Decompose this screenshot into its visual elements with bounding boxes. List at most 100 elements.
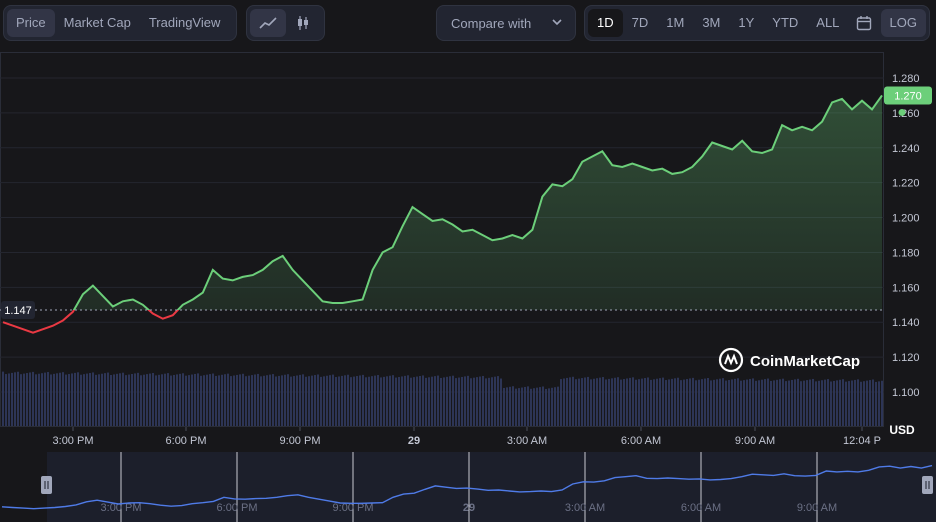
volume-bar: [464, 376, 466, 426]
volume-bar: [413, 377, 415, 426]
range-ytd[interactable]: YTD: [772, 15, 799, 30]
range-1d[interactable]: 1D: [588, 9, 623, 37]
y-tick-label: 1.100: [892, 387, 920, 399]
volume-bar: [35, 374, 37, 426]
volume-bar: [272, 374, 274, 426]
volume-bar: [830, 381, 832, 426]
y-tick-label: 1.140: [892, 317, 920, 329]
compare-with-dropdown[interactable]: Compare with: [436, 5, 576, 41]
volume-bar: [692, 377, 694, 426]
volume-bar: [701, 379, 703, 426]
log-scale-toggle[interactable]: LOG: [880, 9, 926, 37]
volume-bar: [5, 374, 7, 426]
volume-bar: [284, 374, 286, 426]
volume-bar: [146, 374, 148, 426]
drag-handle-icon[interactable]: [41, 476, 52, 494]
volume-bar: [545, 388, 547, 426]
volume-bar: [740, 380, 742, 426]
price-line-up: [72, 94, 883, 311]
volume-bar: [239, 374, 241, 426]
volume-bar: [584, 377, 586, 426]
volume-bar: [623, 379, 625, 426]
volume-bar: [338, 376, 340, 426]
volume-bar: [365, 377, 367, 426]
volume-bar: [347, 374, 349, 426]
tab-tradingview[interactable]: TradingView: [148, 15, 221, 30]
range-3m[interactable]: 3M: [702, 15, 721, 30]
volume-bar: [89, 373, 91, 426]
volume-bar: [401, 376, 403, 426]
volume-bar: [782, 378, 784, 426]
volume-bar: [26, 373, 28, 426]
volume-bar: [878, 381, 880, 426]
volume-bar: [794, 379, 796, 426]
volume-bar: [776, 379, 778, 426]
volume-bar: [47, 372, 49, 426]
tab-price[interactable]: Price: [7, 9, 55, 37]
y-axis-ticks: 1.280 1.260 1.240 1.220 1.200 1.180 1.160 1.140…: [892, 73, 920, 399]
candlestick-icon[interactable]: [286, 9, 322, 37]
volume-bar: [179, 373, 181, 426]
volume-bar: [215, 375, 217, 426]
volume-bar: [815, 381, 817, 426]
volume-bar: [422, 375, 424, 426]
line-chart-icon[interactable]: [250, 9, 286, 37]
y-tick-label: 1.220: [892, 178, 920, 190]
volume-bar: [80, 374, 82, 426]
volume-bar: [350, 377, 352, 426]
volume-bar: [836, 380, 838, 426]
volume-bar: [251, 375, 253, 426]
volume-bar: [713, 379, 715, 426]
drag-handle-icon[interactable]: [922, 476, 933, 494]
volume-bar: [155, 375, 157, 426]
y-tick-label: 1.180: [892, 247, 920, 259]
volume-bar: [665, 380, 667, 426]
calendar-icon[interactable]: [848, 9, 880, 37]
range-navigator[interactable]: 3:00 PM 6:00 PM 9:00 PM 29 3:00 AM 6:00 AM 9:0…: [0, 452, 936, 522]
range-7d[interactable]: 7D: [631, 15, 649, 30]
volume-bar: [566, 377, 568, 426]
volume-bar: [131, 373, 133, 426]
volume-bar: [827, 379, 829, 426]
chart-toolbar: Price Market Cap TradingView Compare wit…: [0, 5, 936, 43]
volume-bar: [722, 378, 724, 426]
volume-bar: [56, 373, 58, 426]
open-price-badge: 1.147: [1, 301, 35, 320]
y-tick-label: 1.120: [892, 352, 920, 364]
price-line-down: [2, 310, 180, 334]
volume-bar: [305, 376, 307, 426]
volume-bar: [290, 376, 292, 426]
volume-bar: [461, 376, 463, 426]
volume-bar: [368, 376, 370, 426]
volume-bar: [362, 374, 364, 426]
range-1y[interactable]: 1Y: [738, 15, 755, 30]
price-chart[interactable]: 1.147 1.280 1.260 1.240 1.220 1.200 1.180 1.16…: [0, 52, 936, 452]
volume-bar: [335, 377, 337, 426]
volume-bar: [389, 375, 391, 426]
volume-bar: [260, 376, 262, 426]
volume-bar: [680, 380, 682, 426]
volume-bar: [605, 379, 607, 426]
volume-bar: [86, 373, 88, 426]
volume-bar: [113, 374, 115, 426]
volume-bar: [539, 387, 541, 426]
coinmarketcap-logo: CoinMarketCap: [718, 347, 860, 373]
range-1m[interactable]: 1M: [666, 15, 685, 30]
volume-bar: [800, 381, 802, 426]
tab-market-cap[interactable]: Market Cap: [63, 15, 131, 30]
volume-bar: [254, 374, 256, 426]
volume-bar: [734, 378, 736, 426]
volume-bar: [569, 377, 571, 426]
volume-bar: [503, 387, 505, 426]
volume-bar: [38, 373, 40, 426]
volume-bar: [587, 376, 589, 426]
volume-bar: [188, 375, 190, 426]
x-tick-label: 29: [408, 435, 420, 447]
volume-bar: [842, 379, 844, 426]
volume-bar: [410, 377, 412, 426]
range-all[interactable]: ALL: [816, 15, 840, 30]
volume-bar: [524, 386, 526, 426]
volume-bar: [875, 381, 877, 426]
metric-tabs: Price Market Cap TradingView: [3, 5, 237, 41]
volume-bar: [869, 380, 871, 426]
